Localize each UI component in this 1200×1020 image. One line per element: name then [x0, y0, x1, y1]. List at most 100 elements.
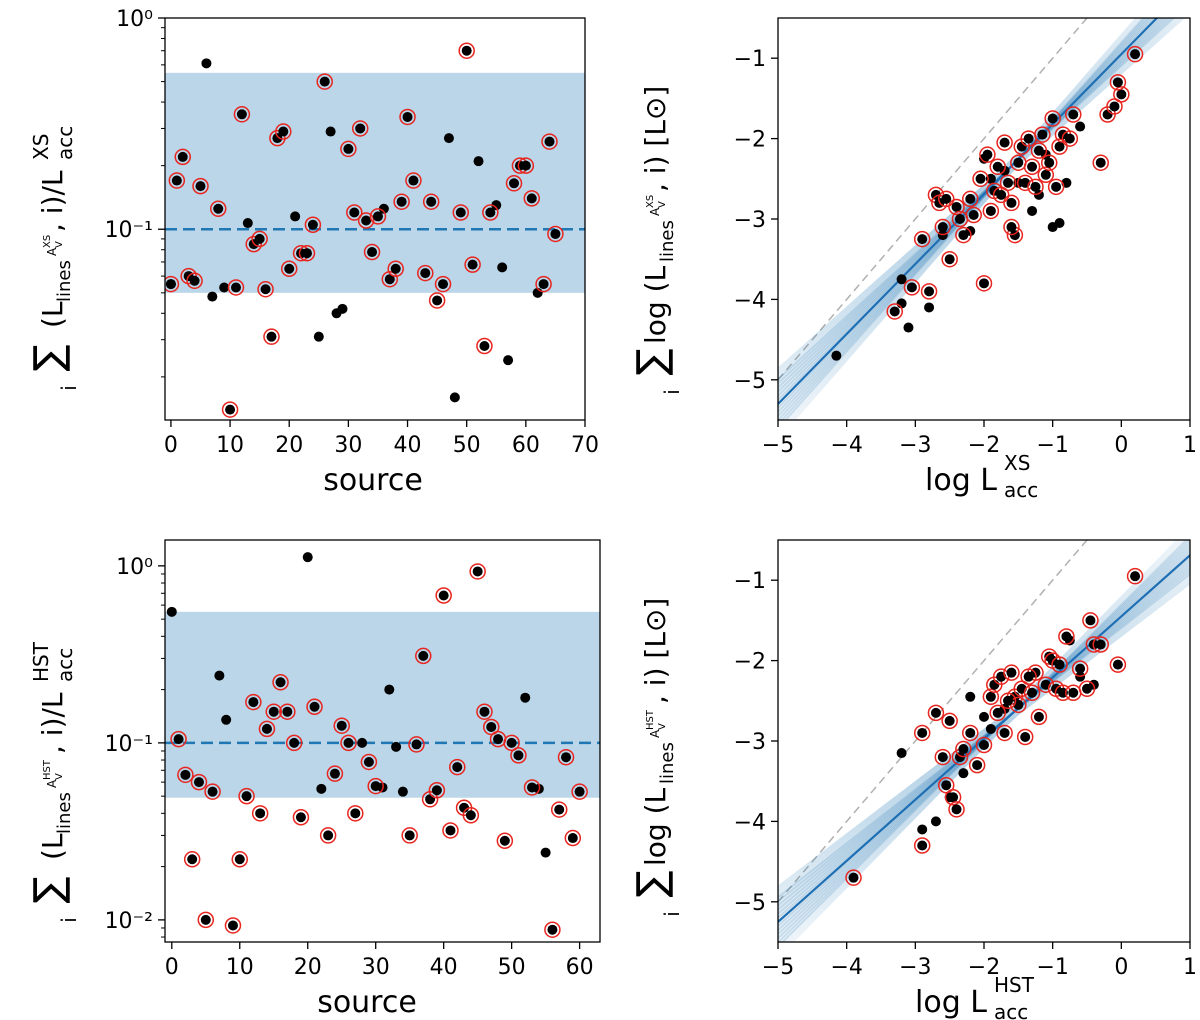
data-point-circled — [886, 303, 903, 320]
x-ticks: −5 −4 −3 −2 −1 0 1 — [762, 420, 1197, 458]
x-axis-label: log L acc HST — [915, 973, 1035, 1020]
data-point-circled — [245, 693, 262, 711]
data-point-circled — [541, 133, 558, 150]
fit-sample-line — [778, 18, 1170, 389]
data-point-circled — [1044, 110, 1061, 127]
fit-sample-line — [784, 18, 1145, 420]
x-tick-label: 50 — [498, 955, 526, 980]
y-tick-label: −5 — [734, 891, 766, 916]
data-point-circled — [1078, 680, 1096, 697]
data-point-circled — [1113, 86, 1130, 103]
data-point-circled — [948, 198, 965, 216]
data-point-circled — [1082, 612, 1099, 629]
y-ticks: −1 −2 −3 −4 −5 — [734, 47, 778, 394]
data-point — [219, 282, 230, 293]
fit-sample-line — [778, 18, 1149, 420]
data-point-circled — [340, 734, 357, 752]
x-tick-label: 60 — [512, 433, 540, 458]
data-point — [397, 786, 408, 797]
data-point — [917, 824, 928, 835]
y-tick-label: −1 — [734, 47, 766, 72]
data-point — [1075, 121, 1086, 132]
data-point-circled — [316, 73, 333, 90]
svg-text:acc: acc — [994, 1000, 1028, 1020]
data-point — [242, 218, 253, 229]
svg-text:log L: log L — [925, 463, 997, 498]
data-point-circled — [1040, 154, 1058, 171]
data-point-circled — [968, 756, 986, 774]
data-point-circled — [170, 730, 187, 748]
data-point-circled — [1092, 154, 1109, 171]
data-point-circled — [401, 827, 418, 844]
svg-text:lines: lines — [657, 220, 678, 262]
data-point-circled — [367, 777, 384, 795]
data-point-circled — [1020, 668, 1037, 685]
svg-text:A: A — [648, 729, 662, 738]
data-point — [903, 322, 914, 333]
data-point-circled — [393, 193, 410, 210]
x-tick-label: 40 — [430, 955, 458, 980]
data-point-circled — [523, 190, 541, 207]
svg-text:A: A — [45, 779, 59, 788]
data-point-circled — [257, 280, 274, 298]
data-point-circled — [251, 230, 268, 248]
fit-uncertainty-band — [778, 18, 1186, 420]
data-point-circled — [975, 275, 993, 292]
y-tick-label: 10⁰ — [116, 555, 153, 580]
x-tick-label: 40 — [394, 433, 422, 458]
data-point-circled — [955, 226, 972, 244]
svg-text:, i)/L: , i)/L — [36, 170, 69, 232]
data-point-circled — [962, 724, 979, 742]
svg-text:log (L: log (L — [639, 265, 672, 344]
data-point-circled — [951, 210, 969, 228]
data-point-circled — [934, 748, 952, 766]
data-point-circled — [428, 292, 446, 309]
data-point-circled — [1092, 636, 1109, 653]
data-point-circled — [209, 200, 227, 218]
data-point — [503, 355, 514, 366]
data-point-circled — [174, 148, 191, 166]
svg-text:lines: lines — [657, 742, 678, 784]
data-point-circled — [422, 193, 440, 210]
data-point-circled — [1051, 138, 1068, 155]
x-tick-label: 30 — [334, 433, 362, 458]
panel-bottom-left: 0 10 20 30 40 50 60 10⁰ 10⁻¹ 10⁻² source ∑ i (L … — [26, 539, 601, 1020]
data-point-circled — [197, 911, 215, 929]
data-point-circled — [221, 401, 239, 418]
data-point-circled — [557, 748, 575, 766]
data-point-circled — [428, 781, 446, 799]
x-tick-label: 0 — [164, 433, 178, 458]
data-point-circled — [452, 204, 470, 221]
x-tick-label: 1 — [1183, 955, 1197, 980]
data-point — [443, 133, 454, 144]
svg-text:i: i — [57, 917, 81, 923]
data-point — [337, 303, 348, 314]
fit-sample-line — [778, 570, 1190, 903]
data-point — [965, 691, 976, 702]
svg-text:A: A — [648, 207, 662, 216]
svg-text:∑: ∑ — [629, 348, 675, 375]
data-point-circled — [449, 758, 466, 776]
data-point — [391, 741, 402, 752]
data-point-circled — [996, 134, 1013, 151]
x-axis-label: source — [323, 463, 423, 498]
data-point-circled — [269, 129, 286, 147]
data-point-circled — [564, 829, 582, 847]
svg-text:XS: XS — [29, 134, 53, 160]
data-point-circled — [1109, 74, 1127, 91]
data-point-circled — [1027, 178, 1044, 196]
data-point — [896, 274, 907, 285]
data-point-circled — [962, 190, 979, 208]
svg-text:∑: ∑ — [629, 870, 675, 897]
y-tick-label: 10⁻² — [105, 909, 153, 934]
svg-text:acc: acc — [1004, 478, 1038, 502]
fit-sample-line — [778, 18, 1176, 381]
x-axis-label: log L acc XS — [925, 451, 1038, 502]
data-point-circled — [263, 328, 280, 345]
data-point-circled — [165, 275, 180, 293]
data-point-circled — [1034, 126, 1051, 143]
svg-text:V: V — [54, 241, 65, 248]
data-point — [1054, 218, 1065, 229]
x-tick-label: −1 — [1036, 433, 1068, 458]
data-point-circled — [1037, 166, 1055, 184]
